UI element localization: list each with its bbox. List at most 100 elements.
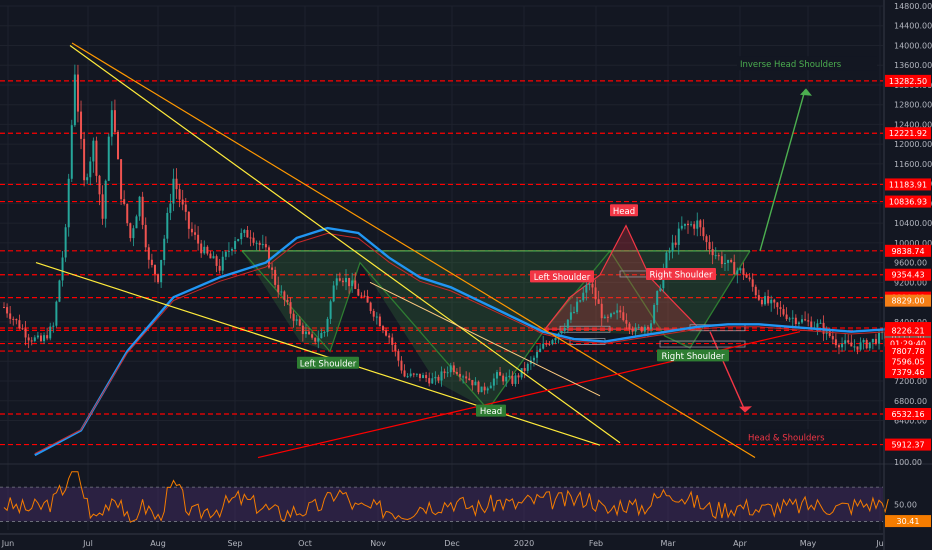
- candle-body: [690, 224, 693, 226]
- candle-body: [539, 348, 542, 353]
- candle-body: [727, 259, 730, 263]
- candle-body: [656, 290, 659, 305]
- candle-body: [160, 260, 163, 283]
- candle-body: [751, 279, 754, 287]
- candle-body: [841, 343, 844, 348]
- candle-body: [477, 381, 480, 393]
- candle-body: [508, 375, 511, 377]
- candle-body: [622, 312, 625, 321]
- candle-body: [264, 244, 267, 248]
- candle-body: [810, 321, 813, 329]
- candle-body: [779, 307, 782, 310]
- candle-body: [286, 299, 289, 303]
- candle-body: [224, 251, 227, 257]
- candle-body: [403, 370, 406, 377]
- candle-body: [101, 194, 104, 219]
- inverse-hs-target-arrow: [759, 89, 806, 252]
- ma-line: [34, 226, 889, 457]
- candle-body: [267, 247, 270, 268]
- candle-body: [258, 242, 261, 245]
- price-level-label: 8829.00: [891, 297, 924, 306]
- candle-body: [67, 178, 70, 228]
- candle-body: [132, 228, 135, 239]
- candle-body: [560, 331, 563, 334]
- candle-body: [117, 131, 120, 160]
- pattern-tag-label: Right Shoulder: [662, 352, 725, 362]
- candle-body: [625, 320, 628, 324]
- candle-body: [671, 242, 674, 252]
- candle-body: [853, 346, 856, 348]
- candle-body: [517, 375, 520, 378]
- candle-body: [545, 343, 548, 345]
- candle-body: [231, 248, 234, 251]
- time-tick-label: Ju: [875, 539, 883, 548]
- candle-body: [338, 278, 341, 281]
- candle-body: [588, 283, 591, 286]
- candle-body: [283, 291, 286, 300]
- candle-body: [465, 376, 468, 379]
- candle-body: [89, 161, 92, 178]
- time-axis[interactable]: Jun Jul Aug Sep Oct Nov Dec 2020 Feb Mar Apr May Ju: [0, 533, 884, 548]
- candle-body: [862, 339, 865, 343]
- candle-body: [52, 325, 55, 327]
- candle-body: [335, 278, 338, 286]
- candle-body: [104, 180, 107, 219]
- candle-body: [369, 302, 372, 311]
- candle-body: [412, 373, 415, 375]
- candle-body: [631, 328, 634, 332]
- candle-body: [381, 326, 384, 331]
- price-tick-label: 13600.00: [894, 61, 932, 70]
- candle-body: [754, 286, 757, 296]
- time-tick-label: Jul: [82, 539, 93, 548]
- candle-body: [659, 288, 662, 291]
- candle-body: [172, 178, 175, 204]
- candle-body: [628, 323, 631, 329]
- candle-body: [240, 232, 243, 240]
- candle-body: [720, 256, 723, 265]
- time-tick-label: Nov: [370, 539, 386, 548]
- candle-body: [748, 277, 751, 280]
- candle-body: [73, 74, 76, 126]
- candle-body: [388, 335, 391, 338]
- candle-body: [459, 373, 462, 377]
- pattern-tag-bg: [476, 404, 506, 417]
- candle-body: [55, 301, 58, 326]
- candle-body: [341, 280, 344, 283]
- candle-body: [95, 140, 98, 176]
- candle-body: [730, 259, 733, 262]
- candle-body: [120, 159, 123, 200]
- candle-body: [878, 332, 881, 344]
- candle-body: [696, 220, 699, 229]
- candle-body: [21, 328, 24, 330]
- candle-body: [110, 110, 113, 137]
- candle-body: [289, 302, 292, 314]
- price-level-label: 11183.91: [889, 180, 927, 189]
- candle-body: [354, 280, 357, 289]
- candle-body: [613, 312, 616, 314]
- candle-body: [92, 140, 95, 162]
- pattern-tag-label: Head: [613, 207, 635, 217]
- price-axis[interactable]: 6400.006800.007200.007600.008000.008400.…: [883, 0, 932, 550]
- candle-body: [150, 259, 153, 266]
- rsi-tick-label: 50.00: [894, 500, 917, 509]
- candle-body: [776, 302, 779, 308]
- rsi-band: [0, 487, 883, 522]
- candle-body: [699, 220, 702, 228]
- candle-body: [378, 316, 381, 327]
- candle-body: [723, 262, 726, 265]
- rsi-tick-label: 100.00: [894, 458, 922, 467]
- candle-body: [434, 376, 437, 379]
- candle-body: [314, 337, 317, 342]
- candle-body: [123, 199, 126, 204]
- candle-body: [178, 189, 181, 200]
- candle-body: [203, 246, 206, 254]
- price-tick-label: 10000.00: [894, 239, 932, 248]
- price-level-label: 7379.46: [891, 368, 924, 377]
- candle-body: [76, 74, 79, 112]
- price-level-label: 8111.36: [891, 332, 924, 341]
- price-level-badge: [885, 355, 931, 368]
- candle-body: [536, 352, 539, 358]
- candle-body: [234, 241, 237, 249]
- candle-body: [871, 338, 874, 343]
- annotation-label: Head & Shoulders: [748, 433, 825, 443]
